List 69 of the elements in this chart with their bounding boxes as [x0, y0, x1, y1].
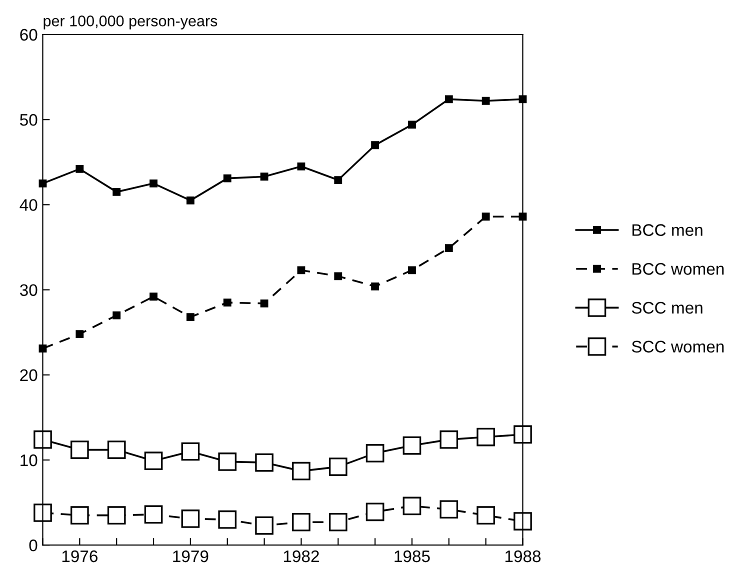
point [408, 120, 416, 129]
point [482, 96, 490, 105]
x-tick-label: 1985 [394, 550, 430, 562]
point [70, 440, 89, 459]
point [514, 425, 532, 444]
point [150, 292, 158, 301]
point [186, 313, 194, 321]
point [328, 512, 348, 532]
point [402, 436, 422, 455]
point [70, 506, 89, 524]
point [440, 500, 458, 519]
point [371, 282, 380, 290]
point [144, 505, 163, 524]
point [514, 512, 532, 530]
point [218, 452, 237, 471]
point [297, 266, 306, 274]
legend-label: SCC women [632, 340, 724, 353]
point [482, 212, 490, 221]
point [444, 95, 453, 104]
y-axis-title: per 100,000 person-years [44, 16, 218, 30]
y-tick-label: 20 [20, 369, 38, 382]
point [328, 458, 348, 476]
point [260, 172, 268, 181]
point [107, 506, 126, 524]
point [260, 299, 268, 308]
point [476, 428, 495, 446]
legend-label: SCC men [632, 302, 702, 314]
point [181, 442, 200, 461]
point [181, 510, 200, 528]
y-tick-label: 50 [20, 114, 38, 126]
point [366, 502, 384, 522]
point [112, 188, 121, 196]
point [292, 462, 310, 480]
y-tick-label: 10 [20, 454, 38, 466]
point [292, 512, 310, 532]
point [334, 272, 342, 280]
point [144, 452, 163, 470]
point [476, 506, 495, 524]
point [186, 196, 194, 204]
point [223, 298, 232, 307]
point [371, 141, 380, 150]
y-tick-label: 30 [20, 284, 38, 296]
point [334, 176, 342, 184]
point [223, 174, 232, 182]
point [444, 244, 453, 252]
point [366, 444, 384, 462]
point [76, 165, 84, 173]
y-tick-label: 40 [20, 199, 38, 211]
point [34, 430, 52, 449]
y-tick-label: 60 [20, 28, 38, 41]
legend-label: BCC men [632, 224, 702, 236]
point [76, 330, 84, 338]
point [107, 440, 126, 459]
point [255, 453, 274, 472]
legend-label: BCC women [632, 263, 724, 275]
point [34, 504, 52, 522]
x-tick-label: 1976 [62, 550, 98, 562]
point [440, 430, 458, 449]
point [112, 311, 121, 320]
x-tick-label: 1988 [505, 550, 541, 562]
point [402, 496, 422, 516]
point [297, 162, 306, 170]
point [150, 179, 158, 188]
x-tick-label: 1979 [173, 550, 208, 562]
y-tick-label: 0 [29, 540, 38, 552]
x-tick-label: 1982 [284, 550, 319, 562]
point [408, 266, 416, 274]
point [255, 516, 274, 535]
point [218, 510, 237, 529]
